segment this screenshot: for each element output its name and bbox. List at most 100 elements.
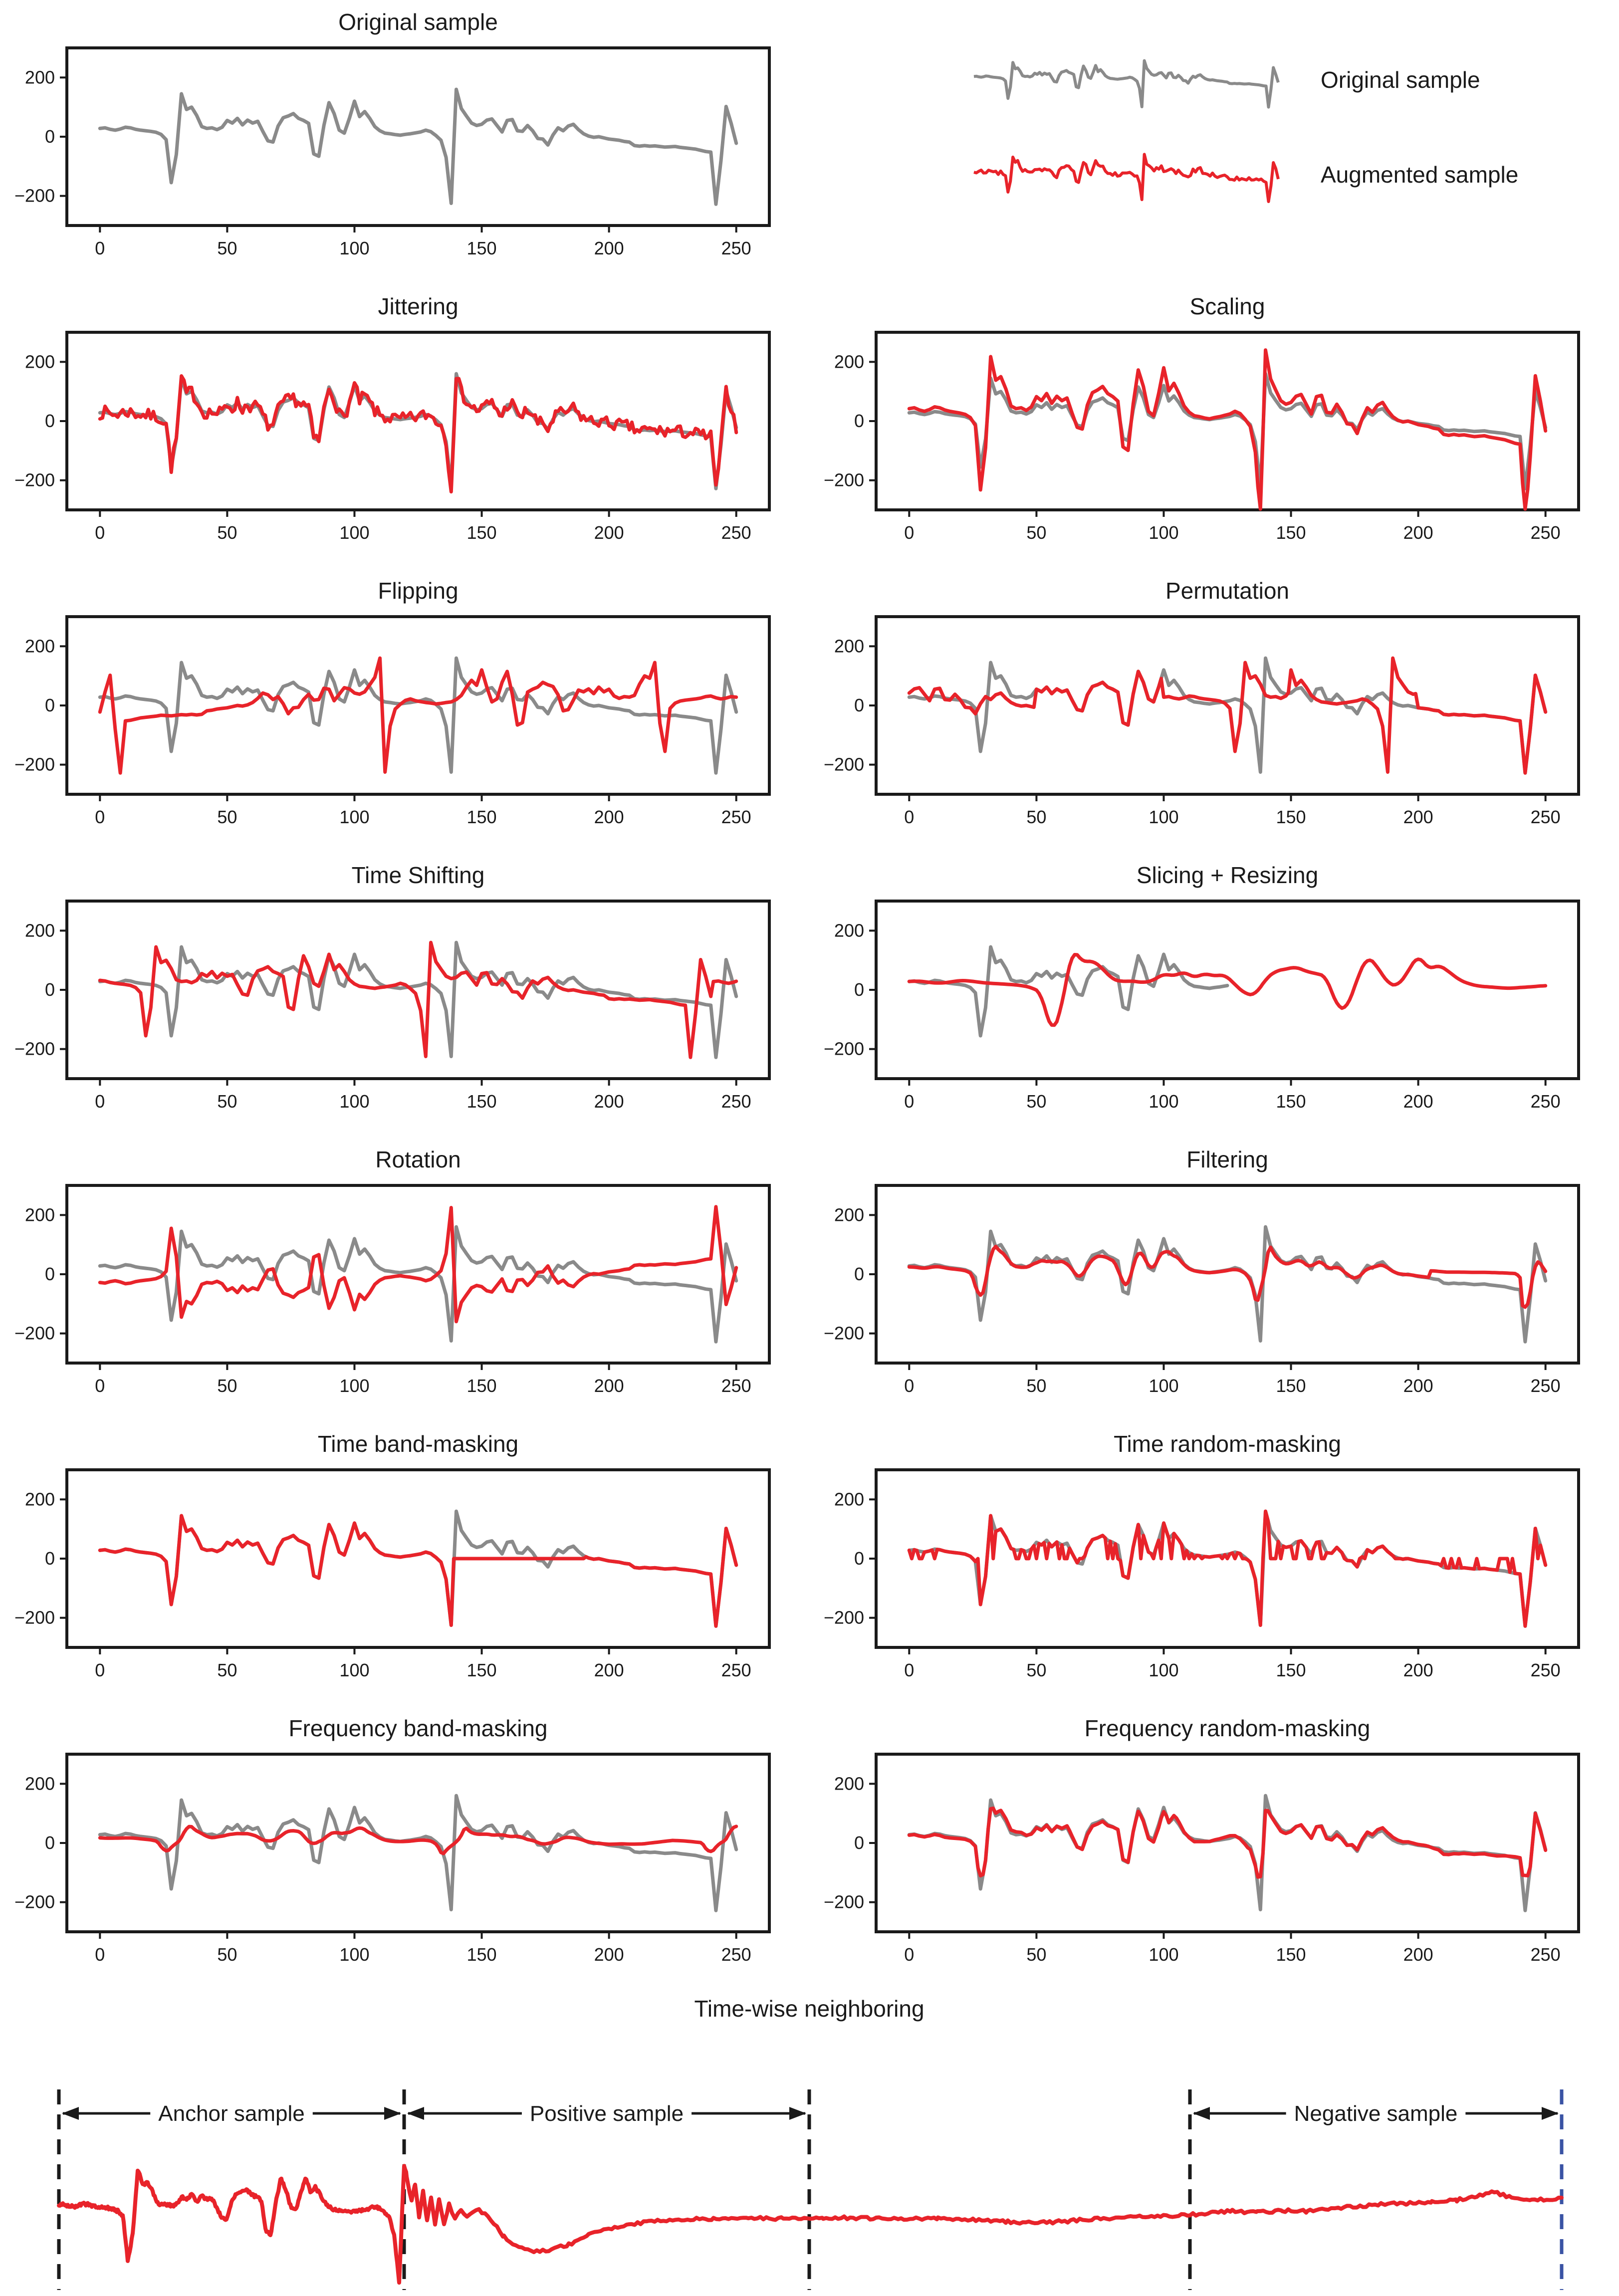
plot-time-random-masking: Time random-masking 200 0 −200 0 50 100 150 200 2… [809, 1422, 1619, 1706]
y-tick-label: 0 [45, 979, 55, 1000]
x-tick-label: 50 [1026, 1660, 1046, 1680]
x-tick-label: 150 [1276, 807, 1306, 827]
plot-title: Time-wise neighboring [694, 1996, 924, 2022]
x-tick-label: 200 [1403, 1091, 1433, 1112]
y-tick-label: 200 [25, 351, 55, 372]
x-tick-label: 200 [594, 1376, 624, 1396]
x-tick-label: 100 [339, 1944, 369, 1965]
plot-svg-flipping: Flipping 200 0 −200 0 50 100 150 200 250 [14, 578, 771, 827]
x-tick-label: 150 [466, 238, 496, 258]
x-tick-label: 250 [721, 238, 751, 258]
y-tick-label: 0 [45, 1833, 55, 1853]
plot-title: Jittering [378, 293, 458, 319]
region-label: Positive sample [530, 2101, 684, 2126]
plot-frequency-band-masking: Frequency band-masking 200 0 −200 0 50 100 150 2… [0, 1706, 809, 1991]
x-tick-label: 250 [721, 522, 751, 543]
x-tick-label: 250 [1531, 522, 1561, 543]
legend: Original sample Augmented sample [809, 0, 1619, 284]
y-tick-label: 0 [45, 126, 55, 147]
plot-title: Slicing + Resizing [1137, 862, 1318, 888]
x-tick-label: 200 [594, 1660, 624, 1680]
augmented-series-line [907, 1244, 1548, 1309]
legend-sample-line-red [973, 153, 1280, 203]
x-tick-label: 100 [1149, 1376, 1178, 1396]
plot-rotation: Rotation 200 0 −200 0 50 100 150 200 250 [0, 1138, 809, 1422]
plot-slicing-resizing: Slicing + Resizing 200 0 −200 0 50 100 150 200 25… [809, 853, 1619, 1138]
y-tick-label: −200 [14, 1892, 55, 1912]
x-tick-label: 100 [339, 1091, 369, 1112]
y-tick-label: −200 [824, 1607, 864, 1628]
plot-svg-frequency-random-masking: Frequency random-masking 200 0 −200 0 50 100 15… [824, 1715, 1580, 1965]
plot-title: Flipping [378, 578, 458, 604]
x-tick-label: 50 [217, 1376, 237, 1396]
x-tick-label: 250 [1531, 1091, 1561, 1112]
plot-title: Frequency random-masking [1085, 1715, 1371, 1741]
x-tick-label: 50 [1026, 807, 1046, 827]
plot-original: Original sample 200 0 −200 0 50 100 150 200 250 [0, 0, 809, 284]
x-tick-label: 0 [95, 1376, 105, 1396]
x-tick-label: 50 [1026, 1944, 1046, 1965]
plot-frequency-random-masking: Frequency random-masking 200 0 −200 0 50 100 15… [809, 1706, 1619, 1991]
y-tick-label: −200 [14, 1039, 55, 1059]
x-tick-label: 100 [1149, 1660, 1178, 1680]
x-tick-label: 200 [594, 1944, 624, 1965]
original-series-line [98, 1225, 738, 1344]
x-tick-label: 0 [95, 1091, 105, 1112]
y-tick-label: −200 [14, 470, 55, 490]
x-tick-label: 50 [217, 1660, 237, 1680]
legend-label: Original sample [1321, 67, 1480, 93]
original-series-line [907, 372, 1548, 490]
y-tick-label: 0 [45, 411, 55, 431]
plot-filtering: Filtering 200 0 −200 0 50 100 150 200 250 [809, 1138, 1619, 1422]
x-tick-label: 150 [466, 1944, 496, 1965]
augmented-series-line [907, 656, 1548, 775]
x-tick-label: 50 [217, 1091, 237, 1112]
time-wise-neighboring-svg: Time-wise neighboring Anchor sample Positi… [57, 1996, 1564, 2290]
neighboring-signal-line [57, 2164, 1564, 2285]
plot-svg-permutation: Permutation 200 0 −200 0 50 100 150 200 250 [824, 578, 1580, 827]
x-tick-label: 250 [1531, 1376, 1561, 1396]
x-tick-label: 0 [95, 238, 105, 258]
plot-svg-rotation: Rotation 200 0 −200 0 50 100 150 200 250 [14, 1147, 771, 1396]
x-tick-label: 50 [1026, 1091, 1046, 1112]
axes-box [65, 1468, 771, 1649]
plot-title: Frequency band-masking [288, 1715, 547, 1741]
original-series-line [907, 945, 1229, 1038]
x-tick-label: 250 [721, 1944, 751, 1965]
y-tick-label: −200 [14, 1607, 55, 1628]
augmented-series-line [907, 953, 1548, 1027]
x-tick-label: 0 [95, 1660, 105, 1680]
x-tick-label: 100 [1149, 1091, 1178, 1112]
plot-svg-filtering: Filtering 200 0 −200 0 50 100 150 200 250 [824, 1147, 1580, 1396]
x-tick-label: 200 [1403, 1376, 1433, 1396]
x-tick-label: 150 [1276, 1660, 1306, 1680]
augmented-series-line [98, 1205, 738, 1324]
x-tick-label: 150 [466, 807, 496, 827]
y-tick-label: −200 [14, 186, 55, 206]
plot-jittering: Jittering 200 0 −200 0 50 100 150 200 250 [0, 284, 809, 569]
y-tick-label: −200 [824, 754, 864, 775]
x-tick-label: 50 [217, 1944, 237, 1965]
plot-svg-original: Original sample 200 0 −200 0 50 100 150 200 250 [14, 9, 771, 258]
x-tick-label: 250 [721, 1660, 751, 1680]
x-tick-label: 0 [95, 807, 105, 827]
x-tick-label: 200 [594, 1091, 624, 1112]
x-tick-label: 0 [904, 1376, 914, 1396]
y-tick-label: 200 [834, 1773, 864, 1794]
x-tick-label: 0 [904, 522, 914, 543]
original-series-line [98, 940, 738, 1059]
x-tick-label: 250 [721, 1376, 751, 1396]
x-tick-label: 200 [1403, 807, 1433, 827]
plot-svg-time-band-masking: Time band-masking 200 0 −200 0 50 100 150 200 250 [14, 1431, 771, 1680]
plot-title: Filtering [1186, 1147, 1268, 1172]
y-tick-label: −200 [824, 1323, 864, 1344]
plot-time-band-masking: Time band-masking 200 0 −200 0 50 100 150 200 250 [0, 1422, 809, 1706]
x-tick-label: 50 [217, 522, 237, 543]
x-tick-label: 200 [1403, 1944, 1433, 1965]
x-tick-label: 250 [721, 807, 751, 827]
x-tick-label: 200 [594, 807, 624, 827]
y-tick-label: 0 [854, 1264, 864, 1284]
y-tick-label: 200 [25, 1773, 55, 1794]
x-tick-label: 150 [466, 1660, 496, 1680]
